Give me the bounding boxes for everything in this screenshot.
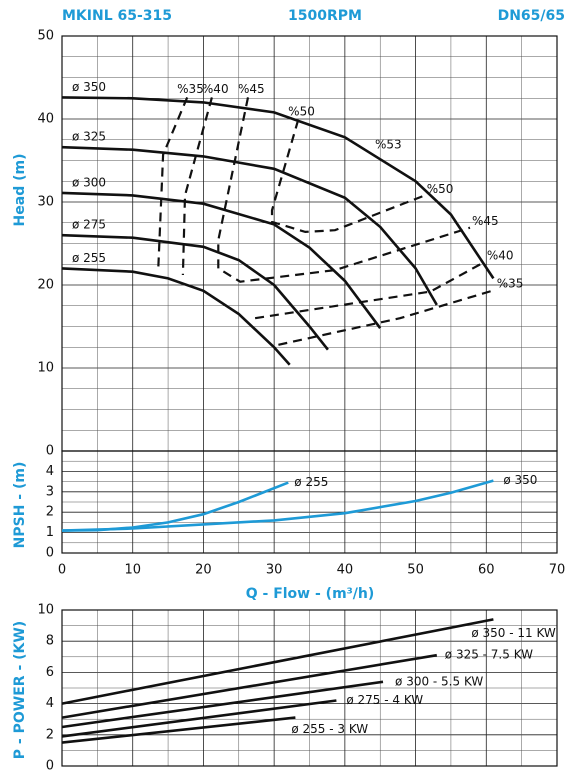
- x-tick-label: 10: [124, 563, 141, 578]
- efficiency-label: %45: [238, 82, 265, 96]
- curve: [61, 481, 289, 532]
- curve: [61, 618, 494, 705]
- y-tick-label: 4: [46, 464, 54, 479]
- curve: [61, 145, 438, 306]
- curve: [61, 479, 494, 532]
- x-tick-label: 50: [407, 563, 424, 578]
- series-label: ø 350 - 11 KW: [471, 626, 556, 640]
- curve: [61, 653, 438, 719]
- x-tick-label: 70: [549, 563, 566, 578]
- curve: [61, 191, 382, 329]
- series-label: ø 350: [72, 80, 106, 94]
- x-tick-label: 20: [195, 563, 212, 578]
- series-label: ø 300 - 5.5 KW: [395, 674, 483, 688]
- y-tick-label: 2: [46, 505, 54, 520]
- header-right: DN65/65: [498, 8, 565, 24]
- series-label: ø 275 - 4 KW: [346, 693, 423, 707]
- efficiency-label: %50: [427, 182, 454, 196]
- series-label: ø 255: [294, 475, 328, 489]
- plot-frame: [61, 450, 558, 554]
- curve: [61, 96, 495, 280]
- curve: [61, 233, 329, 351]
- y-axis-label: NPSH - (m): [12, 462, 28, 549]
- efficiency-label: %45: [472, 214, 499, 228]
- series-label: ø 350: [503, 473, 537, 487]
- y-tick-label: 20: [37, 278, 54, 293]
- x-tick-label: 0: [58, 563, 66, 578]
- y-tick-label: 0: [46, 546, 54, 561]
- efficiency-label: %50: [288, 104, 315, 118]
- y-axis-label: Head (m): [12, 154, 28, 227]
- series-label: ø 255 - 3 KW: [291, 722, 368, 736]
- series-label: ø 275: [72, 218, 106, 232]
- y-tick-label: 0: [46, 759, 54, 774]
- y-tick-label: 10: [37, 603, 54, 618]
- y-tick-label: 1: [46, 525, 54, 540]
- efficiency-curve: [270, 119, 426, 234]
- curve: [61, 699, 337, 738]
- efficiency-label: %35: [497, 276, 524, 290]
- efficiency-curve: [181, 97, 486, 320]
- y-tick-label: 30: [37, 195, 54, 210]
- curve: [61, 267, 291, 366]
- y-tick-label: 10: [37, 361, 54, 376]
- curve: [61, 680, 384, 729]
- y-tick-label: 4: [46, 696, 54, 711]
- header-left: MKINL 65-315: [62, 8, 172, 24]
- efficiency-label: %35: [177, 82, 204, 96]
- efficiency-label: %40: [202, 82, 229, 96]
- y-tick-label: 0: [46, 444, 54, 459]
- y-axis-label: P - POWER - (KW): [12, 621, 28, 759]
- y-tick-label: 6: [46, 665, 54, 680]
- x-tick-label: 30: [266, 563, 283, 578]
- efficiency-curve: [157, 96, 496, 346]
- x-tick-label: 40: [337, 563, 354, 578]
- x-tick-label: 60: [478, 563, 495, 578]
- plot-frame: [61, 609, 558, 767]
- series-label: ø 325: [72, 130, 106, 144]
- y-tick-label: 8: [46, 634, 54, 649]
- x-axis-label: Q - Flow - (m³/h): [246, 586, 375, 602]
- curve: [61, 716, 296, 744]
- header-center: 1500RPM: [288, 8, 362, 24]
- y-tick-label: 3: [46, 484, 54, 499]
- y-tick-label: 40: [37, 112, 54, 127]
- series-label: ø 255: [72, 251, 106, 265]
- efficiency-label: %40: [487, 248, 514, 262]
- y-tick-label: 2: [46, 727, 54, 742]
- series-label: ø 300: [72, 175, 106, 189]
- series-label: ø 325 - 7.5 KW: [445, 648, 533, 662]
- efficiency-curve: [217, 97, 471, 283]
- y-tick-label: 50: [37, 29, 54, 44]
- annotation: %53: [375, 138, 402, 152]
